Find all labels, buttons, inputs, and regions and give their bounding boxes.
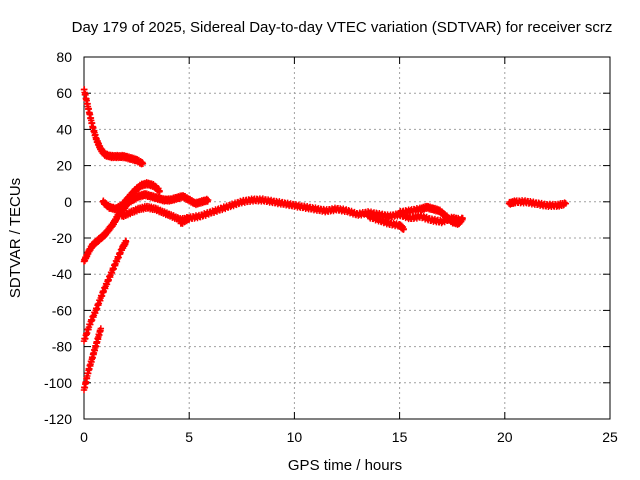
y-tick-label: -120 <box>44 411 72 427</box>
data-point <box>204 196 212 204</box>
x-tick-label: 15 <box>392 429 408 445</box>
series-arc-9 <box>364 211 408 233</box>
y-tick-label: -20 <box>52 230 72 246</box>
y-tick-label: 0 <box>64 194 72 210</box>
y-tick-label: -100 <box>44 375 72 391</box>
data-point <box>562 200 570 207</box>
chart-title: Day 179 of 2025, Sidereal Day-to-day VTE… <box>72 19 613 36</box>
y-tick-label: -40 <box>52 266 72 282</box>
axes <box>83 56 611 420</box>
data-point <box>122 238 130 245</box>
data-point <box>400 225 408 233</box>
data-point <box>156 187 163 195</box>
series-arc-5 <box>99 179 163 214</box>
series-arc-1 <box>80 86 147 168</box>
series-arc-2 <box>80 201 130 265</box>
x-tick-label: 25 <box>602 429 618 445</box>
y-axis-label: SDTVAR / TECUs <box>7 178 24 298</box>
tick-labels: 0 5 10 15 20 25 -120 -100 -80 -60 -40 -20 0 20 40 60 80 <box>44 49 618 445</box>
y-tick-label: -60 <box>52 302 72 318</box>
series-arc-11 <box>505 197 570 211</box>
data-points <box>80 86 570 394</box>
x-tick-label: 20 <box>497 429 513 445</box>
grid-lines <box>84 57 610 419</box>
x-tick-label: 0 <box>80 429 88 445</box>
series-arc-7 <box>118 202 193 225</box>
x-tick-label: 10 <box>287 429 303 445</box>
series-arc-10 <box>396 202 466 228</box>
y-tick-label: 80 <box>56 49 72 65</box>
x-tick-label: 5 <box>185 429 193 445</box>
y-tick-label: 60 <box>56 85 72 101</box>
plot-border <box>83 56 611 420</box>
y-tick-label: 40 <box>56 121 72 137</box>
series-arc-3 <box>80 237 130 345</box>
y-tick-label: 20 <box>56 158 72 174</box>
data-point <box>459 214 466 222</box>
y-tick-label: -80 <box>52 339 72 355</box>
data-point <box>139 160 147 167</box>
series-arc-6 <box>116 190 212 211</box>
x-axis-label: GPS time / hours <box>288 457 402 474</box>
data-point <box>97 325 105 332</box>
series-arc-4 <box>80 325 105 394</box>
